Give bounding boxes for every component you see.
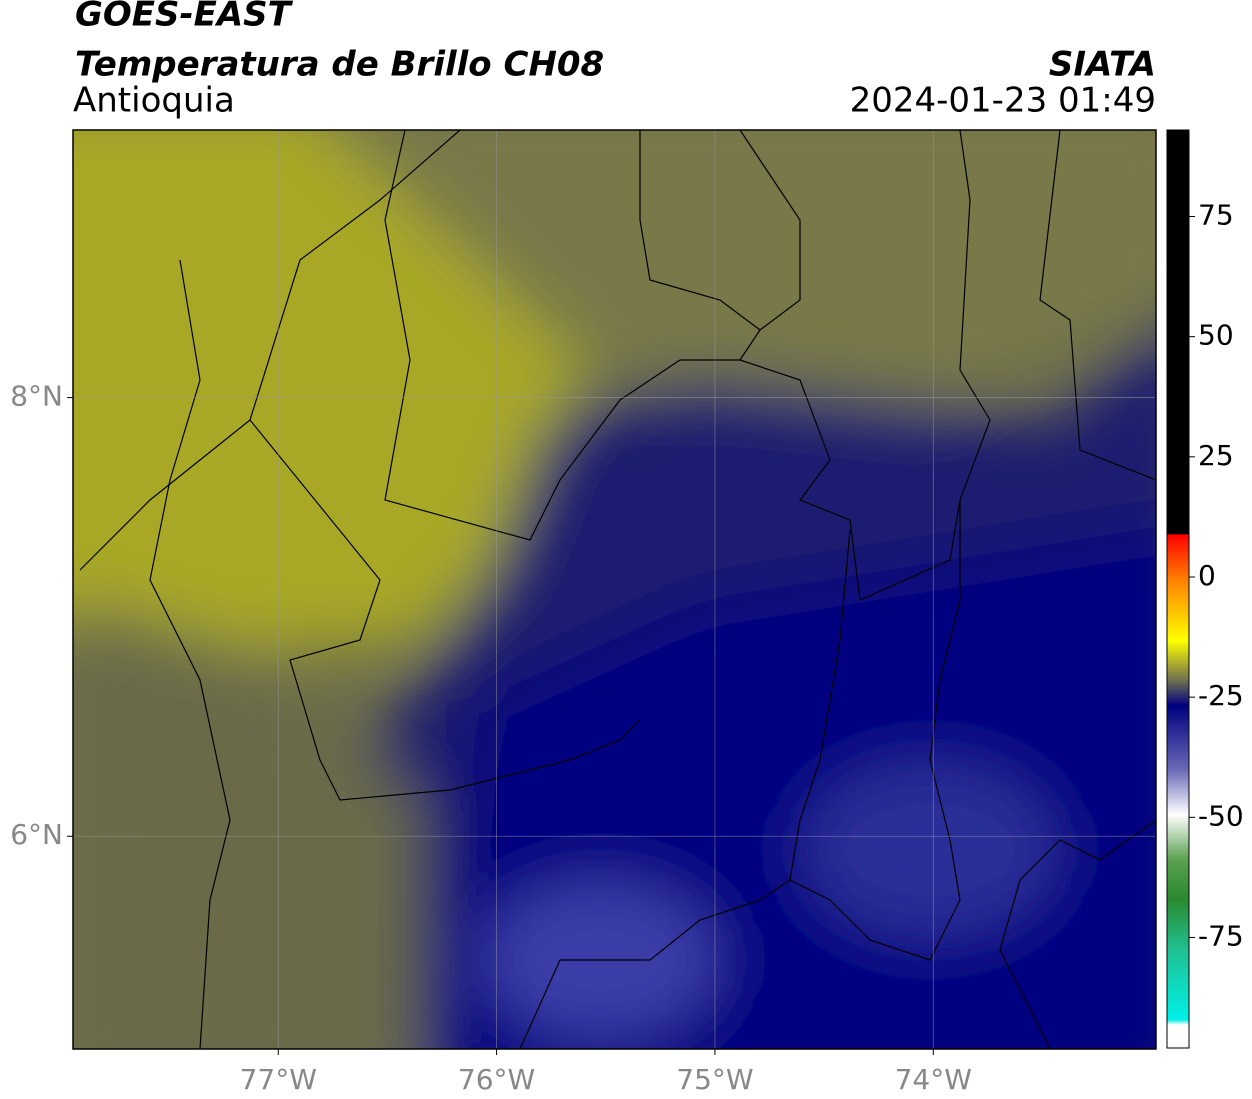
colorbar-tick-label: 25 (1198, 439, 1234, 472)
source: SIATA (1049, 45, 1156, 85)
lon-tick-label: 76°W (458, 1063, 535, 1096)
title: GOES-EAST (75, 0, 294, 35)
colorbar-tick-label: -25 (1198, 679, 1244, 712)
lon-tick-label: 75°W (676, 1063, 753, 1096)
colorbar-tick-label: -75 (1198, 919, 1244, 952)
colorbar-tick-label: -50 (1198, 799, 1244, 832)
map-frame (72, 129, 1157, 1050)
lat-tick-label: 8°N (10, 380, 63, 413)
lat-tick-label: 6°N (10, 818, 63, 851)
map-image (73, 130, 1156, 1049)
region: Antioquia (73, 81, 235, 121)
lon-tick-label: 74°W (895, 1063, 972, 1096)
colorbar-tick-label: 75 (1198, 199, 1234, 232)
colorbar (1166, 129, 1190, 1049)
subtitle: Temperatura de Brillo CH08 (75, 45, 604, 85)
colorbar-tick-label: 50 (1198, 319, 1234, 352)
grid (73, 130, 1156, 1049)
lon-tick-label: 77°W (240, 1063, 317, 1096)
colorbar-tick-label: 0 (1198, 559, 1216, 592)
datetime: 2024-01-23 01:49 (850, 81, 1156, 121)
